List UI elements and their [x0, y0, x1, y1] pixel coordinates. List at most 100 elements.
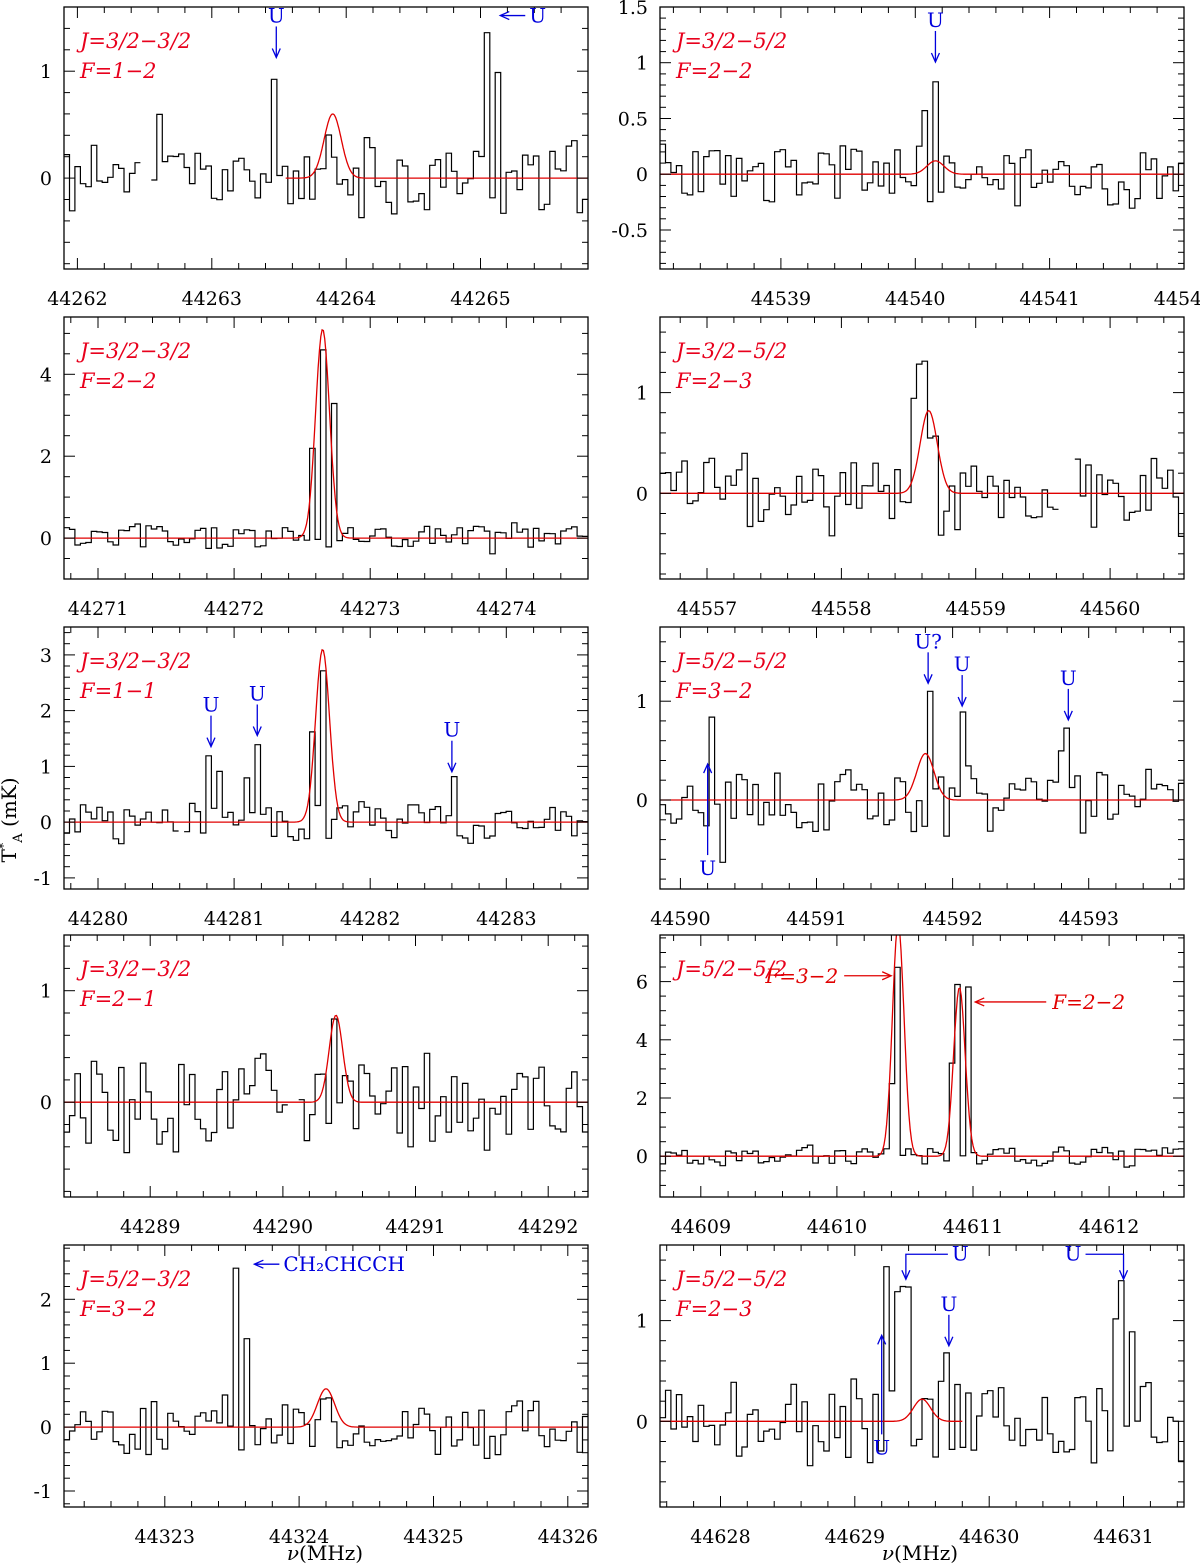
x-tick-label: 44591 — [786, 908, 846, 930]
annotation-label: U — [952, 1241, 969, 1265]
x-tick-label: 44611 — [943, 1216, 1003, 1238]
x-tick-label: 44326 — [538, 1526, 598, 1548]
y-tick-label: 1 — [40, 61, 52, 83]
annotation-label: U — [927, 8, 944, 32]
x-tick-label: 44628 — [690, 1526, 750, 1548]
x-tick-label: 44291 — [385, 1216, 445, 1238]
panel-right-2: 44557 44558 44559 44560 0 1 J=3/2−5/2 F=2−3 — [636, 316, 1185, 620]
x-tick-label: 44629 — [825, 1526, 885, 1548]
annotation-label: F=2−2 — [1051, 990, 1125, 1014]
panel-left-5: 44323 44324 44325 44326 -1 0 1 2 J=5/2−3/2 F=3−2 C… — [33, 1244, 598, 1548]
annotation-label: U — [443, 718, 460, 742]
x-tick-label: 44560 — [1080, 598, 1140, 620]
annotation-label: U — [203, 693, 220, 717]
panel-left-3: 44280 44281 44282 44283 -1 0 1 2 3 J=3/2−3/2 F=1−1… — [33, 626, 589, 930]
model-fit-line — [64, 648, 588, 823]
panel-frame — [659, 6, 1185, 270]
panel-right-4: 44609 44610 44611 44612 0 2 4 6 J=5/2−5/2F=3−2 F=… — [636, 934, 1185, 1238]
transition-label-f: F=2−2 — [79, 369, 156, 393]
transition-label-j: J=5/2−5/2 — [672, 1267, 787, 1291]
y-tick-label: 0 — [40, 812, 52, 834]
x-tick-label: 44630 — [959, 1526, 1019, 1548]
annotation-arrowhead — [877, 1333, 887, 1345]
y-tick-label: 0 — [40, 168, 52, 190]
y-tick-label: 4 — [40, 364, 52, 386]
x-tick-label: 44631 — [1093, 1526, 1153, 1548]
annotation-label: U — [954, 652, 971, 676]
x-tick-label: 44559 — [946, 598, 1006, 620]
transition-label-j: J=3/2−3/2 — [76, 957, 191, 981]
y-tick-label: -0.5 — [611, 220, 648, 242]
x-tick-label: 44540 — [885, 288, 945, 310]
transition-label-j: J=3/2−3/2 — [76, 339, 191, 363]
annotation-arrowhead — [703, 762, 713, 774]
y-tick-label: 6 — [636, 972, 648, 994]
spectrum-histogram — [64, 1018, 588, 1154]
y-tick-label: 1 — [636, 383, 648, 405]
y-tick-label: 3 — [40, 645, 52, 667]
model-fit-line — [64, 1388, 588, 1428]
annotation-label: U — [529, 4, 546, 28]
panel-left-4: 44289 44290 44291 44292 0 1 J=3/2−3/2 F=2−1 — [40, 934, 589, 1238]
annotation-arrowhead — [1063, 710, 1073, 722]
spectrum-histogram — [64, 349, 588, 555]
x-tick-label: 44265 — [450, 288, 510, 310]
transition-label-f: F=2−2 — [675, 59, 752, 83]
y-tick-label: 0 — [636, 790, 648, 812]
y-tick-label: 1.5 — [618, 0, 648, 19]
spectrum-histogram — [660, 360, 1184, 537]
annotation-arrowhead — [930, 52, 941, 64]
x-tick-label: 44263 — [182, 288, 242, 310]
annotation-arrowhead — [1118, 1270, 1129, 1281]
transition-label-f: F=1−2 — [79, 59, 156, 83]
panel-right-3: 44590 44591 44592 44593 0 1 J=5/2−5/2 F=3−2 U U? U… — [636, 626, 1185, 930]
x-tick-label: 44590 — [650, 908, 710, 930]
spectrum-histogram — [660, 81, 1184, 209]
model-fit-line — [64, 1014, 588, 1103]
x-tick-label: 44272 — [204, 598, 264, 620]
transition-label-f: F=3−2 — [675, 679, 752, 703]
x-tick-label: 44609 — [671, 1216, 731, 1238]
annotation-label: CH₂CHCCH — [283, 1252, 405, 1276]
transition-label-f: F=2−1 — [79, 987, 156, 1011]
annotation-arrowhead — [498, 10, 510, 21]
annotation-arrowhead — [271, 48, 281, 60]
y-tick-label: 2 — [636, 1088, 648, 1110]
y-tick-label: 2 — [40, 446, 52, 468]
x-tick-label: 44280 — [68, 908, 128, 930]
annotation-label: U — [940, 1292, 957, 1316]
x-tick-label: 44324 — [269, 1526, 329, 1548]
y-tick-label: -1 — [33, 868, 52, 890]
y-tick-label: 0 — [40, 1092, 52, 1114]
annotation-label: U — [268, 3, 285, 27]
x-tick-label: 44325 — [403, 1526, 463, 1548]
x-tick-label: 44610 — [807, 1216, 867, 1238]
annotation-arrowhead — [957, 696, 967, 708]
y-tick-label: 0 — [40, 528, 52, 550]
transition-label-j: J=3/2−5/2 — [672, 29, 787, 53]
annotation-label: U — [1060, 666, 1077, 690]
panel-left-1: 44262 44263 44264 44265 0 1 J=3/2−3/2 F=1−2 U U — [40, 3, 589, 310]
annotation-arrowhead — [206, 737, 216, 749]
transition-label-f: F=2−3 — [675, 369, 752, 393]
panel-frame — [659, 1244, 1185, 1508]
transition-label-j: J=3/2−3/2 — [76, 649, 191, 673]
y-tick-label: 0 — [636, 483, 648, 505]
model-fit-line — [660, 935, 1184, 1157]
annotation-arrowhead — [252, 1259, 264, 1269]
annotation-arrowhead — [901, 1270, 911, 1281]
transition-label-j: J=5/2−5/2 — [672, 649, 787, 673]
x-tick-label: 44558 — [811, 598, 871, 620]
annotation-label: U — [1065, 1241, 1082, 1265]
x-tick-label: 44264 — [316, 288, 376, 310]
transition-label-j: J=3/2−5/2 — [672, 339, 787, 363]
transition-label-f: F=3−2 — [79, 1297, 156, 1321]
x-tick-label: 44282 — [340, 908, 400, 930]
annotation-arrowhead — [944, 1336, 954, 1348]
x-tick-label: 44593 — [1059, 908, 1119, 930]
x-tick-label: 44262 — [47, 288, 107, 310]
y-tick-label: 1 — [636, 53, 648, 75]
y-tick-label: 1 — [40, 1353, 52, 1375]
